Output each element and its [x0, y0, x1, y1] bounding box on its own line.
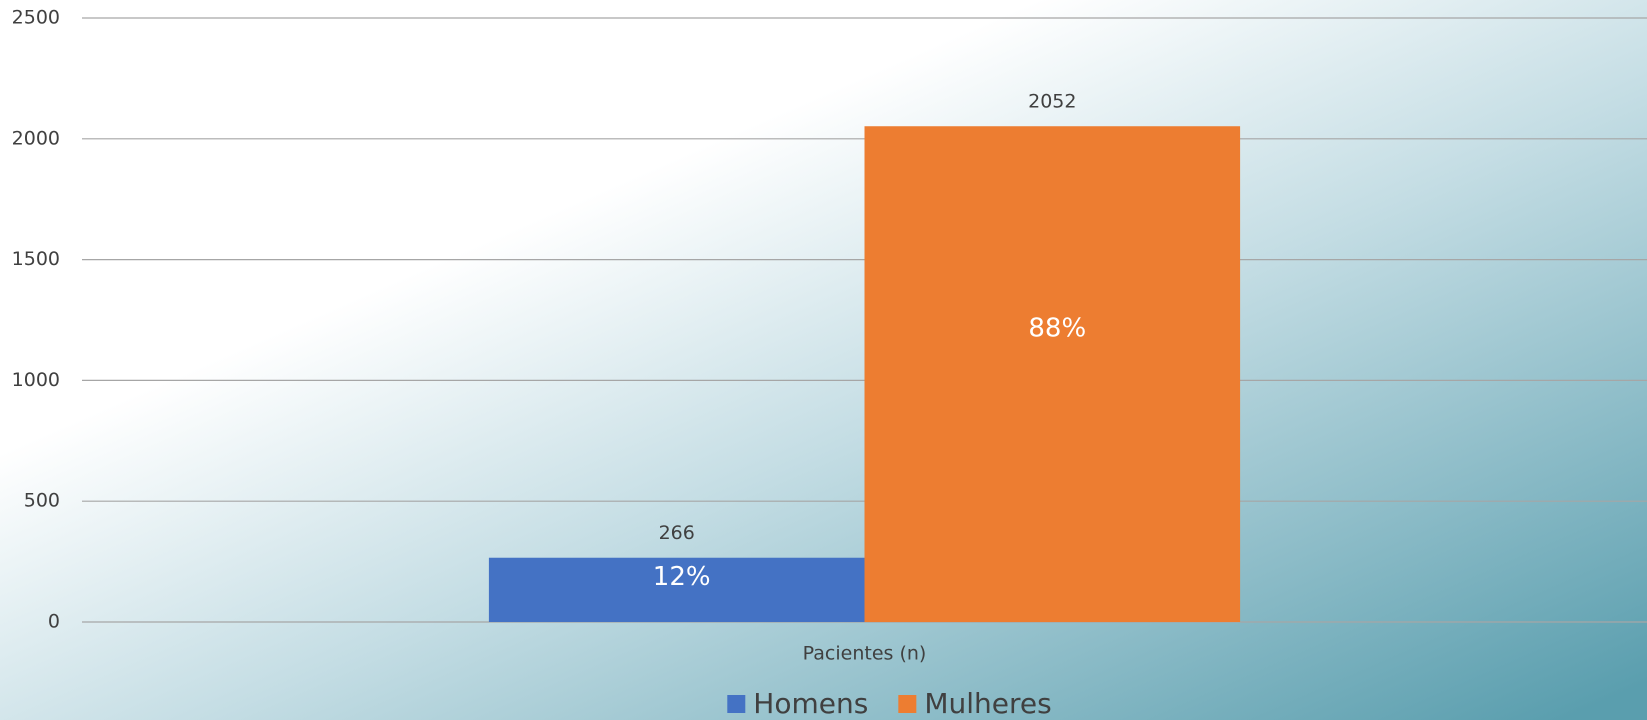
legend-label: Mulheres [924, 687, 1051, 720]
legend-swatch [727, 695, 746, 713]
value-label: 266 [659, 522, 695, 544]
y-tick-label: 2500 [12, 7, 60, 29]
y-tick-label: 2000 [12, 127, 60, 149]
y-tick-label: 1500 [12, 248, 60, 270]
inner-label: 88% [1028, 314, 1086, 344]
legend-label: Homens [753, 687, 868, 720]
bar [864, 126, 1241, 622]
y-tick-label: 0 [48, 611, 60, 633]
legend-swatch [898, 695, 917, 713]
x-tick-label: Pacientes (n) [803, 643, 927, 665]
bar [488, 557, 865, 622]
value-label: 2052 [1028, 91, 1076, 113]
inner-label: 12% [653, 562, 711, 592]
y-tick-label: 500 [24, 490, 60, 512]
y-tick-label: 1000 [12, 369, 60, 391]
